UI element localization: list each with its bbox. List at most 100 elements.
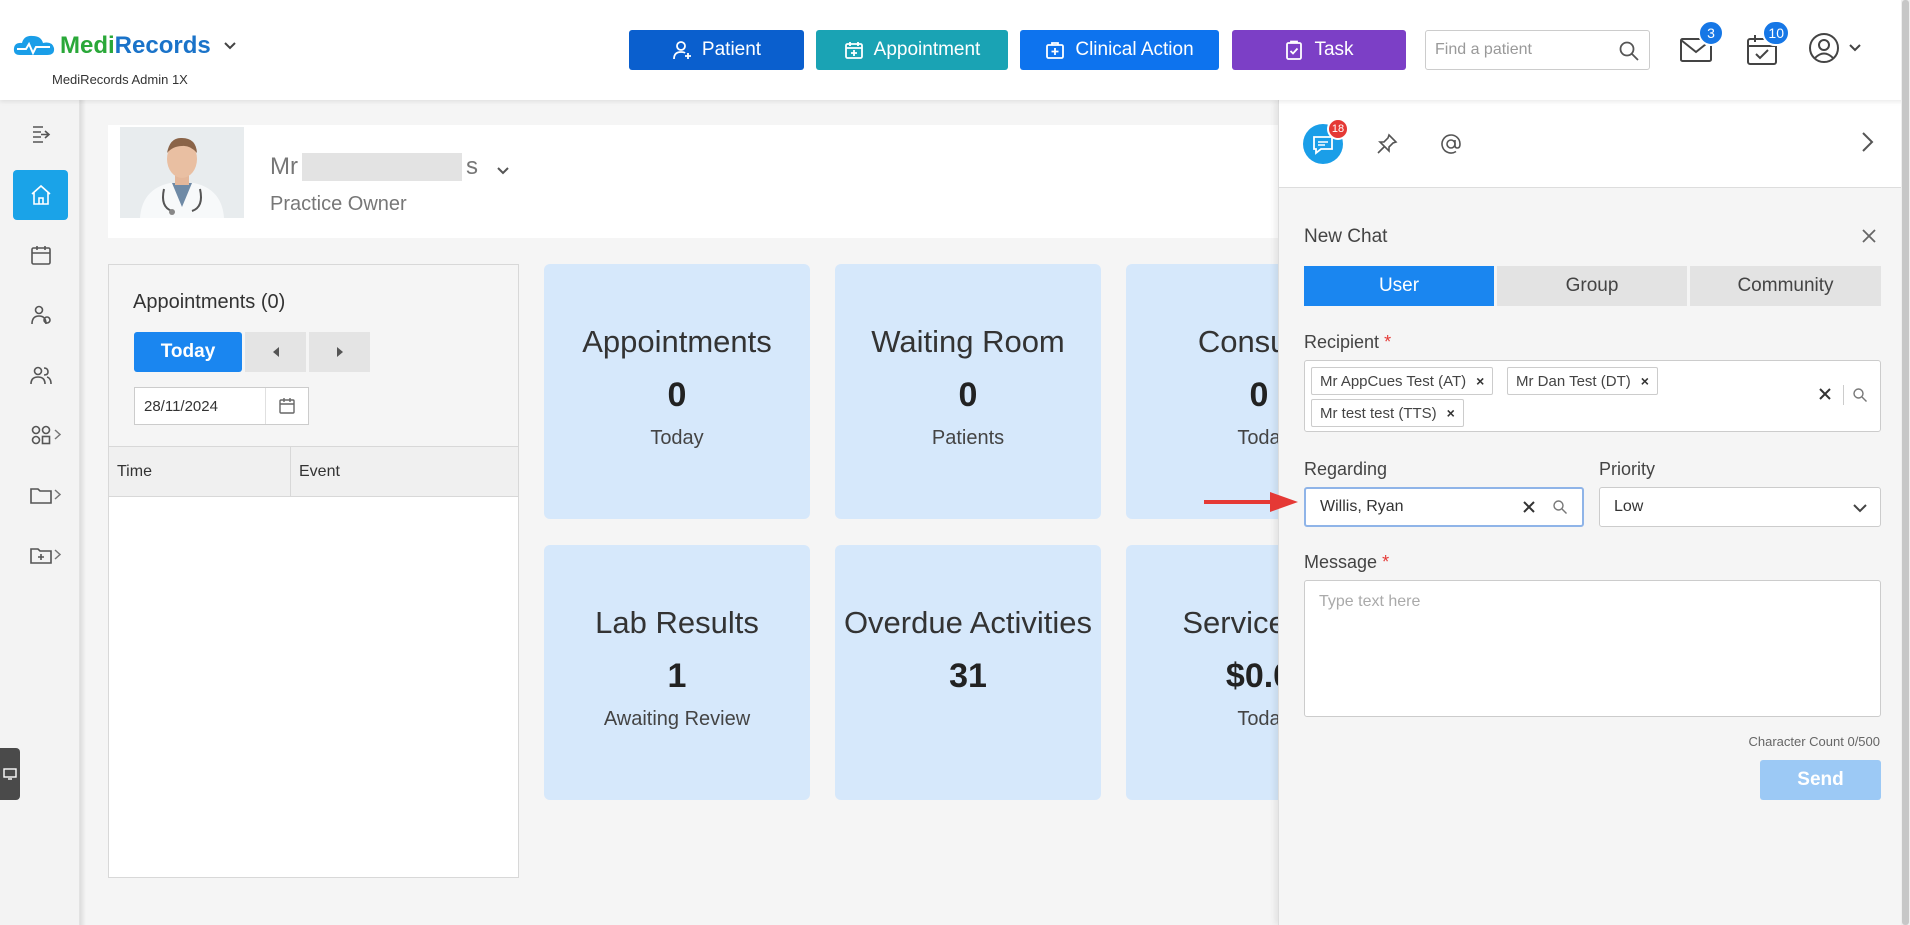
new-patient-button[interactable]: Patient: [629, 30, 804, 70]
doctor-portrait-image: [120, 127, 244, 218]
next-day-button[interactable]: [309, 332, 370, 372]
calendar-icon[interactable]: [278, 397, 296, 415]
recipient-chip-label: Mr test test (TTS): [1320, 404, 1437, 422]
date-value: 28/11/2024: [144, 397, 218, 415]
clinical-action-label: Clinical Action: [1075, 39, 1194, 60]
calendar-check-icon: [1747, 35, 1777, 65]
tasks-count-badge: 10: [1762, 20, 1790, 46]
pinned-tab[interactable]: [1367, 124, 1407, 164]
new-chat-title: New Chat: [1304, 226, 1388, 247]
folder-plus-icon: [29, 548, 52, 564]
sidebar-item-calendar[interactable]: [13, 230, 68, 280]
chat-panel: 18 New Chat User Group Community Recipie…: [1278, 100, 1901, 925]
user-menu[interactable]: [1808, 32, 1862, 64]
logo-text: MediRecords: [60, 32, 211, 60]
sidebar-item-add-folder[interactable]: [13, 530, 68, 580]
card-subtitle: Patients: [931, 427, 1005, 449]
recipient-label: Recipient *: [1304, 332, 1391, 353]
tab-group[interactable]: Group: [1497, 266, 1687, 306]
profile-name[interactable]: Mr s: [270, 153, 510, 181]
sidebar-shadow: [80, 100, 86, 925]
tab-community[interactable]: Community: [1690, 266, 1881, 306]
overdue-activities-card[interactable]: Overdue Activities 31: [835, 545, 1101, 800]
close-icon[interactable]: [1860, 227, 1878, 245]
sidebar-item-apps[interactable]: [13, 410, 68, 460]
tasks-button[interactable]: 10: [1744, 20, 1790, 68]
add-user-icon: [673, 41, 691, 60]
apps-icon: [31, 425, 50, 445]
profile-photo: [120, 127, 244, 218]
message-textarea[interactable]: [1305, 581, 1880, 716]
scrollbar-thumb[interactable]: [1902, 0, 1909, 925]
chat-unread-badge: 18: [1327, 118, 1349, 140]
user-avatar-icon: [1809, 33, 1839, 63]
lab-results-card[interactable]: Lab Results 1 Awaiting Review: [544, 545, 810, 800]
remove-recipient-icon[interactable]: ×: [1640, 373, 1649, 389]
message-label: Message *: [1304, 552, 1389, 573]
recipient-chip: Mr test test (TTS) ×: [1311, 399, 1464, 427]
date-divider: [265, 388, 266, 424]
messages-button[interactable]: 3: [1678, 20, 1724, 68]
field-divider: [1843, 385, 1844, 405]
waiting-room-card[interactable]: Waiting Room 0 Patients: [835, 264, 1101, 519]
recipient-chip: Mr AppCues Test (AT) ×: [1311, 367, 1494, 395]
remove-recipient-icon[interactable]: ×: [1476, 373, 1485, 389]
card-subtitle: Today: [650, 427, 704, 449]
mentions-tab[interactable]: [1431, 124, 1471, 164]
sidebar-item-home[interactable]: [13, 170, 68, 220]
required-marker: *: [1384, 332, 1392, 352]
floating-side-tab[interactable]: [0, 748, 20, 800]
clipboard-check-icon: [1286, 40, 1303, 60]
logo-text-medi: Medi: [60, 32, 115, 59]
chevron-down-icon[interactable]: [223, 39, 237, 53]
send-button[interactable]: Send: [1760, 760, 1881, 800]
patients-icon: [30, 305, 51, 325]
remove-recipient-icon[interactable]: ×: [1446, 405, 1455, 421]
new-patient-label: Patient: [701, 39, 762, 60]
chevron-down-icon: [1853, 504, 1867, 513]
logo-text-records: Records: [114, 32, 211, 59]
regarding-input[interactable]: [1306, 489, 1496, 525]
card-value: 0: [1249, 376, 1269, 414]
priority-select[interactable]: Low: [1599, 487, 1881, 527]
previous-day-button[interactable]: [245, 332, 306, 372]
clear-icon[interactable]: [1818, 387, 1832, 401]
message-field: [1304, 580, 1881, 717]
sidebar-item-patients[interactable]: [13, 290, 68, 340]
folder-icon: [29, 488, 52, 504]
tab-user[interactable]: User: [1304, 266, 1494, 306]
appointments-panel: Appointments (0) Today 28/11/2024 Time E…: [108, 264, 519, 878]
chat-panel-header: 18: [1279, 100, 1901, 188]
new-appointment-label: Appointment: [873, 39, 981, 60]
calendar-plus-icon: [844, 42, 863, 59]
patient-search-input[interactable]: [1426, 31, 1606, 69]
chat-tab[interactable]: 18: [1303, 118, 1349, 164]
clear-icon[interactable]: [1522, 500, 1536, 514]
search-icon[interactable]: [1552, 499, 1568, 515]
pin-icon: [1377, 133, 1398, 154]
search-icon[interactable]: [1618, 40, 1640, 62]
sidebar-item-contacts[interactable]: [13, 350, 68, 400]
sidebar-item-documents[interactable]: [13, 470, 68, 520]
clinical-action-button[interactable]: Clinical Action: [1020, 30, 1219, 70]
chevron-right-icon: [54, 549, 62, 560]
today-button[interactable]: Today: [134, 332, 242, 372]
date-picker[interactable]: 28/11/2024: [134, 387, 309, 425]
new-appointment-button[interactable]: Appointment: [816, 30, 1008, 70]
column-divider: [290, 447, 291, 497]
search-icon[interactable]: [1852, 387, 1868, 403]
sidebar-expand-toggle[interactable]: [13, 109, 68, 159]
page-scrollbar[interactable]: [1901, 0, 1910, 925]
appointments-card[interactable]: Appointments 0 Today: [544, 264, 810, 519]
chevron-right-icon[interactable]: [1855, 130, 1879, 154]
app-logo[interactable]: MediRecords: [12, 32, 237, 60]
cloud-logo-icon: [13, 35, 55, 56]
appointments-toolbar: Appointments (0) Today 28/11/2024: [109, 265, 518, 447]
medical-kit-icon: [1046, 42, 1065, 59]
user-profile-header: Mr s Practice Owner: [108, 125, 1278, 238]
new-task-button[interactable]: Task: [1232, 30, 1406, 70]
card-subtitle: Toda: [1237, 427, 1281, 449]
appointments-title: Appointments (0): [133, 291, 286, 313]
recipient-field[interactable]: Mr AppCues Test (AT) × Mr Dan Test (DT) × …: [1304, 360, 1881, 432]
name-suffix: s: [465, 153, 478, 180]
